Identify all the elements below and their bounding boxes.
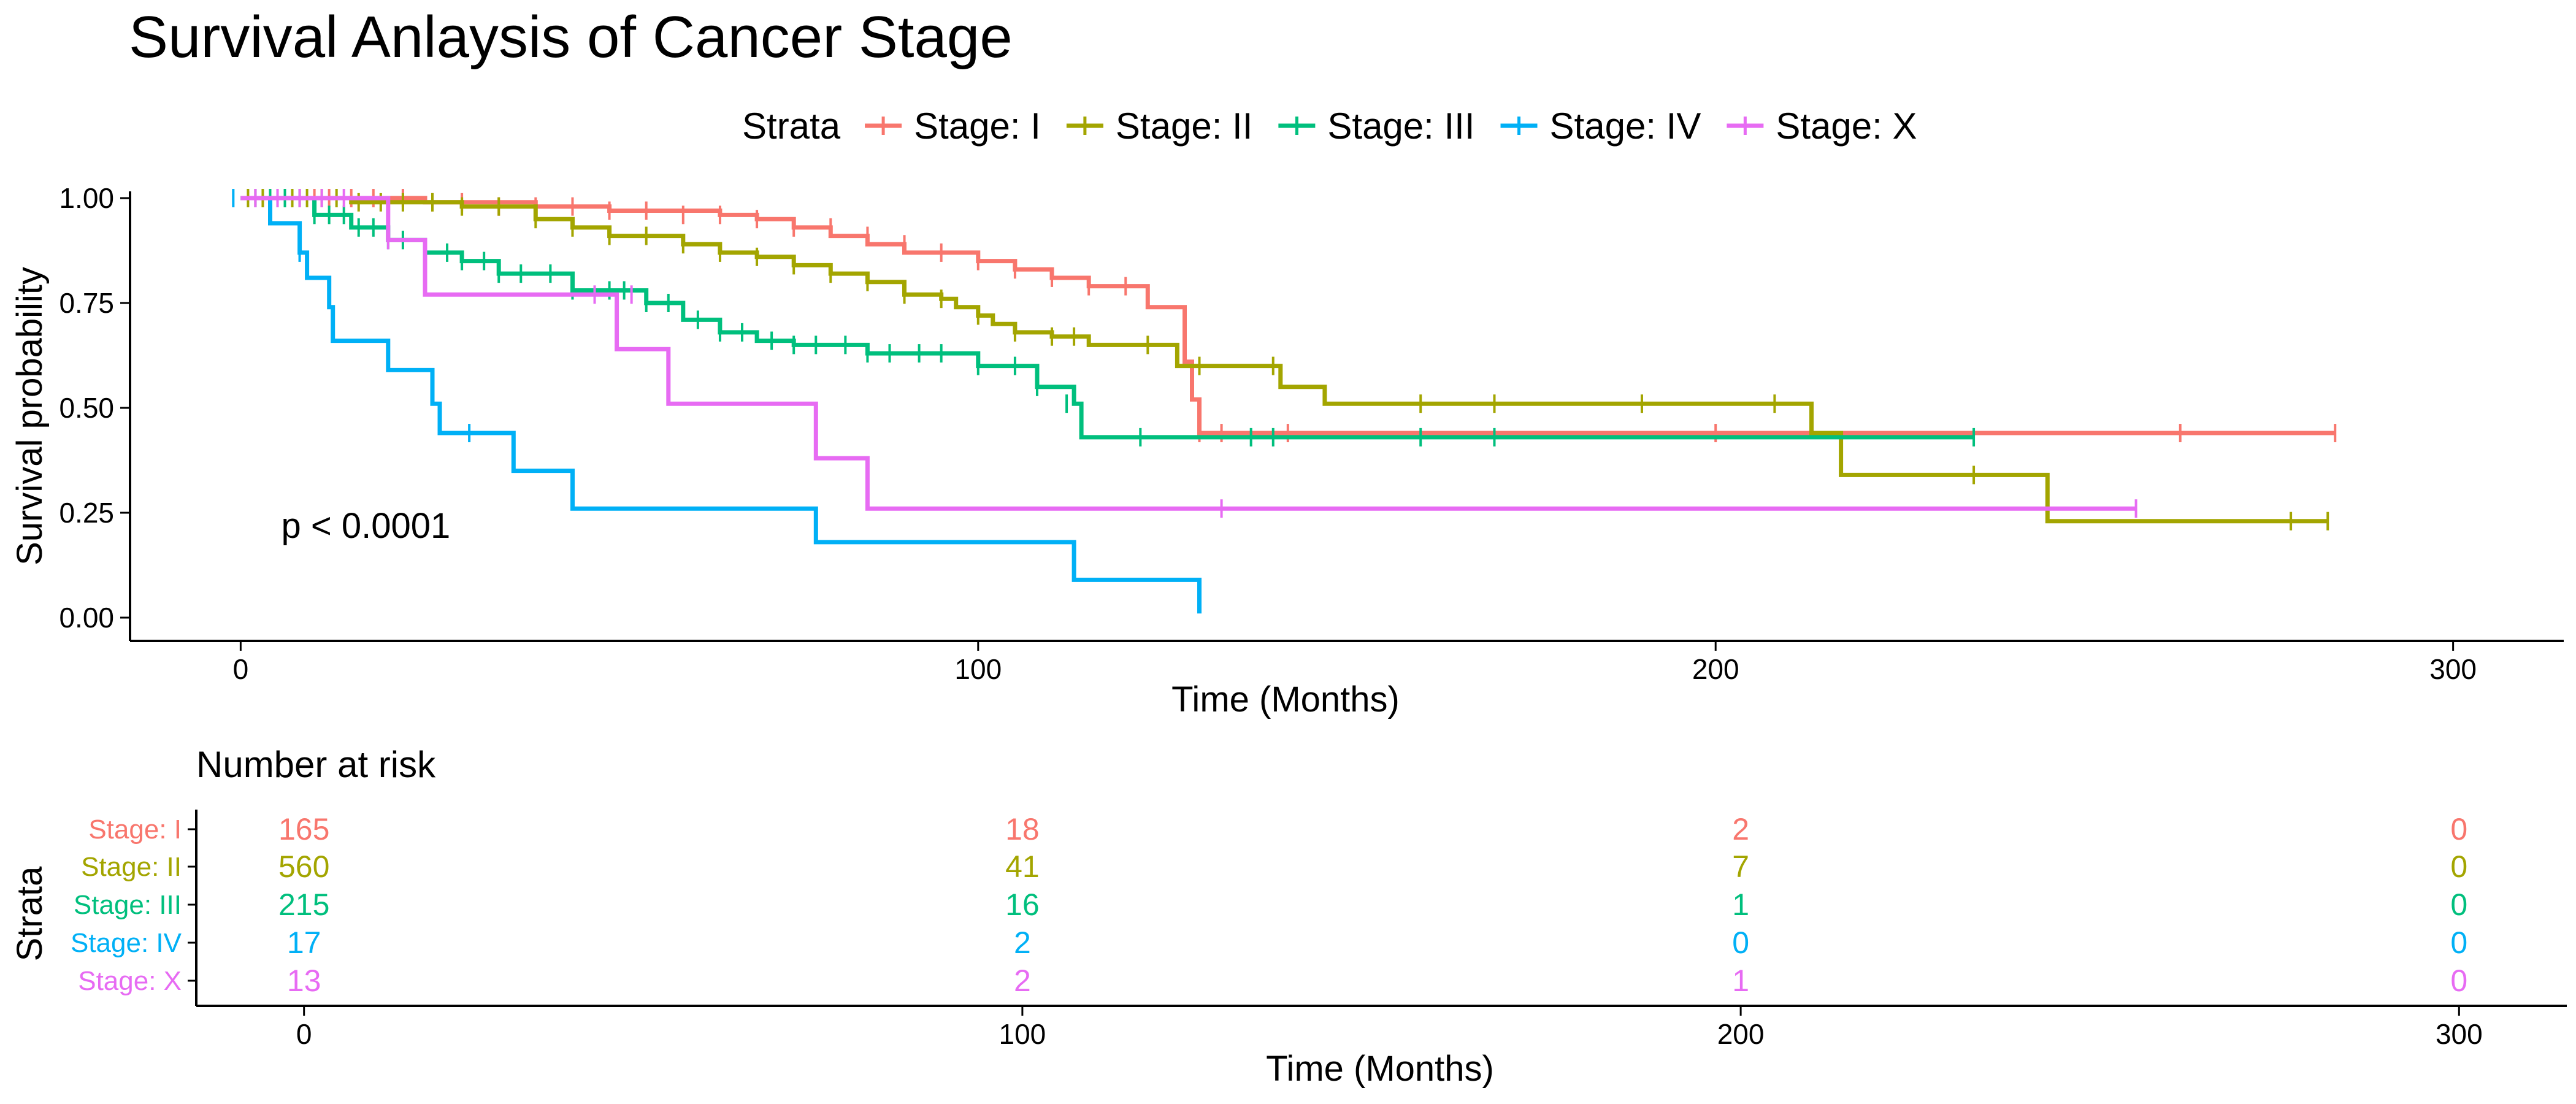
- legend-item-stage-iv: Stage: IV: [1500, 105, 1701, 147]
- risk-table: Number at risk Stage: I 165 18 2 0 Stage: II 56…: [10, 744, 2567, 1089]
- risk-row-label-stage-i: Stage: I: [88, 815, 182, 845]
- y-tick-label: 0.25: [59, 497, 114, 529]
- risk-count: 0: [2450, 849, 2467, 884]
- y-tick-label: 1.00: [59, 182, 114, 214]
- risk-row-label-stage-x: Stage: X: [78, 966, 182, 996]
- legend-title: Strata: [742, 105, 841, 147]
- risk-count: 16: [1005, 887, 1040, 922]
- risk-count: 13: [287, 964, 321, 998]
- risk-table-title: Number at risk: [196, 744, 436, 785]
- risk-count: 560: [278, 849, 329, 884]
- risk-row-label-stage-iii: Stage: III: [74, 890, 182, 920]
- survival-curve-stage-iii: [240, 196, 1974, 440]
- legend-label: Stage: II: [1116, 105, 1252, 147]
- legend: Strata Stage: I Stage: II Stage: III Stage: …: [742, 105, 1917, 147]
- risk-count: 0: [2450, 812, 2467, 846]
- legend-item-stage-ii: Stage: II: [1066, 105, 1252, 147]
- y-tick-label: 0.50: [59, 392, 114, 424]
- legend-item-stage-x: Stage: X: [1727, 105, 1917, 147]
- censor-marks-stage-i: [254, 189, 2337, 443]
- p-value-label: p < 0.0001: [281, 506, 450, 546]
- y-axis-label: Survival probability: [10, 267, 50, 565]
- risk-count: 2: [1014, 964, 1031, 998]
- risk-count: 215: [278, 887, 329, 922]
- risk-x-axis-label: Time (Months): [1266, 1049, 1494, 1089]
- x-tick-label: 0: [233, 653, 249, 685]
- risk-count: 1: [1732, 964, 1749, 998]
- risk-count: 2: [1732, 812, 1749, 846]
- x-tick-label: 200: [1692, 653, 1739, 685]
- survival-plot: 0.00 0.25 0.50 0.75 1.00 0 100 200 300 Time (Mont…: [10, 182, 2564, 719]
- legend-label: Stage: III: [1327, 105, 1474, 147]
- legend-label: Stage: I: [914, 105, 1041, 147]
- risk-y-axis-label: Strata: [10, 866, 50, 961]
- x-tick-label: 300: [2429, 653, 2477, 685]
- risk-count: 17: [287, 926, 321, 960]
- risk-count: 165: [278, 812, 329, 846]
- risk-count: 41: [1005, 849, 1040, 884]
- chart-title: Survival Anlaysis of Cancer Stage: [129, 4, 1013, 70]
- legend-label: Stage: X: [1776, 105, 1917, 147]
- censor-marks-stage-x: [254, 189, 2137, 518]
- risk-x-tick-label: 300: [2436, 1018, 2483, 1050]
- legend-item-stage-iii: Stage: III: [1278, 105, 1475, 147]
- risk-count: 0: [1732, 926, 1749, 960]
- survival-curve-stage-i: [240, 196, 2336, 435]
- survival-curve-stage-x: [240, 196, 2136, 511]
- survival-curve-stage-iv: [240, 196, 1202, 614]
- risk-count: 1: [1732, 887, 1749, 922]
- censor-marks-stage-iii: [254, 189, 1976, 447]
- x-axis-label: Time (Months): [1171, 680, 1400, 719]
- risk-x-tick-label: 200: [1717, 1018, 1765, 1050]
- legend-item-stage-i: Stage: I: [865, 105, 1041, 147]
- risk-x-tick-label: 0: [296, 1018, 312, 1050]
- risk-count: 0: [2450, 926, 2467, 960]
- censor-marks-stage-iv: [232, 189, 471, 443]
- risk-count: 0: [2450, 887, 2467, 922]
- risk-x-tick-label: 100: [999, 1018, 1046, 1050]
- legend-label: Stage: IV: [1550, 105, 1701, 147]
- x-tick-label: 100: [954, 653, 1002, 685]
- risk-count: 7: [1732, 849, 1749, 884]
- risk-row-label-stage-iv: Stage: IV: [71, 928, 182, 958]
- censor-marks-stage-ii: [247, 189, 2329, 531]
- risk-count: 0: [2450, 964, 2467, 998]
- y-tick-label: 0.75: [59, 287, 114, 319]
- risk-count: 18: [1005, 812, 1040, 846]
- risk-count: 2: [1014, 926, 1031, 960]
- risk-row-label-stage-ii: Stage: II: [81, 852, 182, 882]
- y-tick-label: 0.00: [59, 602, 114, 634]
